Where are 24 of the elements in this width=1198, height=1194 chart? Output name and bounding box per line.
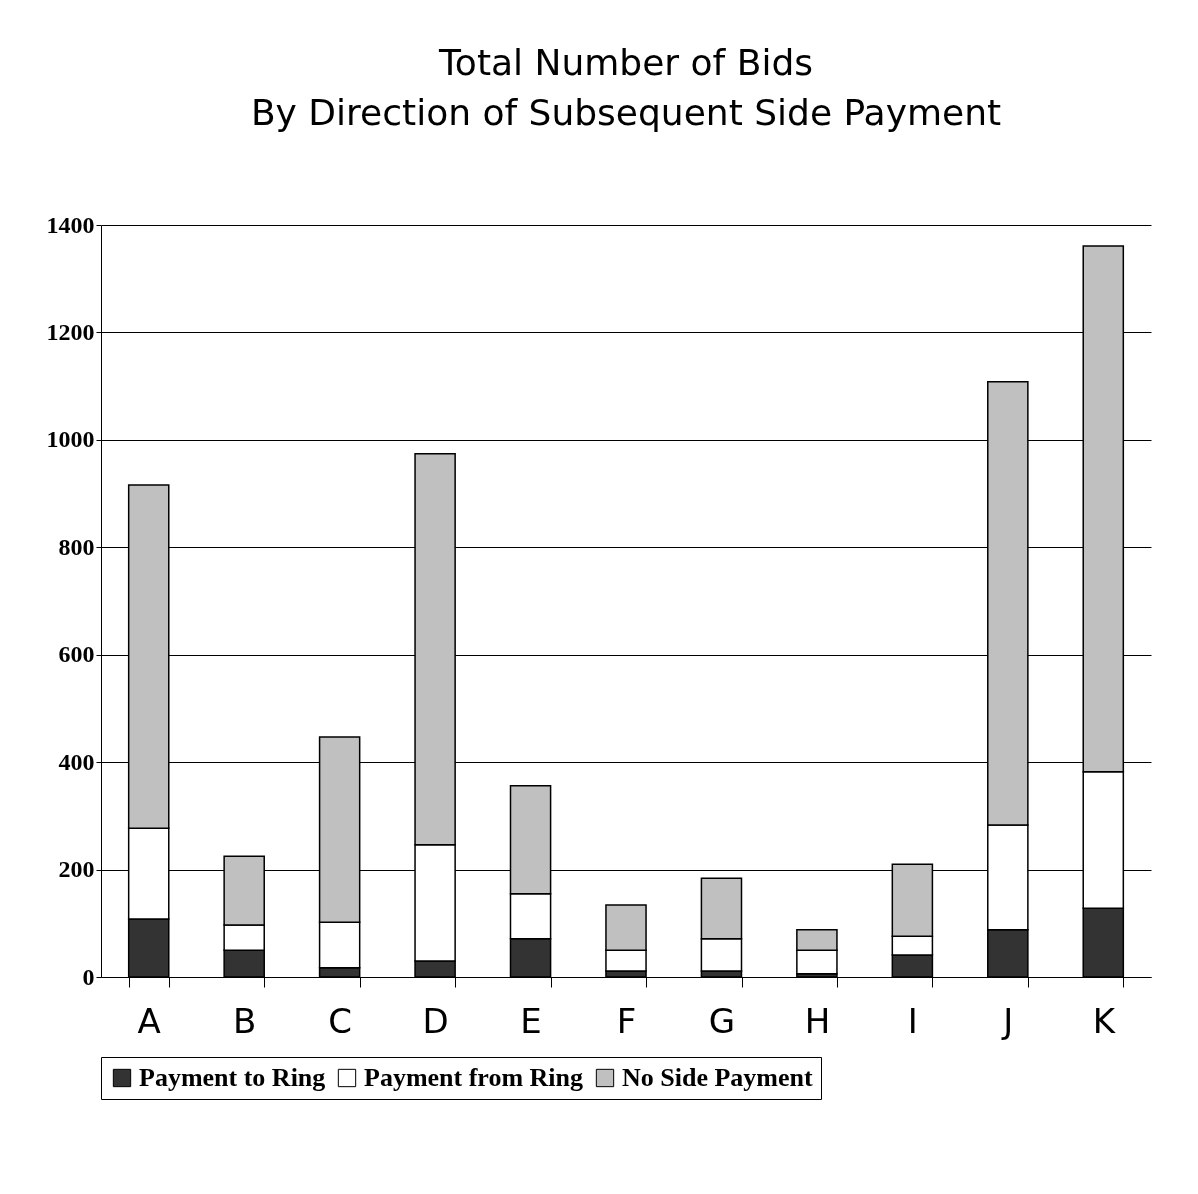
- x-tick-label: H: [804, 1000, 831, 1041]
- x-tick-label: K: [1092, 1000, 1117, 1041]
- chart-title: Total Number of Bids: [437, 42, 814, 83]
- legend-label: Payment from Ring: [364, 1063, 584, 1092]
- y-tick-label: 200: [58, 856, 95, 883]
- y-tick-label: 800: [58, 533, 95, 560]
- y-tick-label: 1200: [46, 318, 95, 345]
- x-tick-label: G: [708, 1000, 736, 1041]
- x-tick-label: C: [328, 1000, 353, 1041]
- x-tick-label: F: [616, 1000, 637, 1041]
- y-tick-label: 400: [58, 748, 95, 775]
- chart-subtitle: By Direction of Subsequent Side Payment: [250, 92, 1002, 133]
- x-tick-label: A: [137, 1000, 161, 1041]
- x-tick-label: J: [1001, 1000, 1014, 1041]
- y-tick-label: 1000: [46, 426, 95, 453]
- x-tick-label: D: [422, 1000, 449, 1041]
- y-tick-label: 600: [58, 641, 95, 668]
- x-tick-label: B: [233, 1000, 257, 1041]
- x-tick-label: E: [520, 1000, 542, 1041]
- legend-label: No Side Payment: [622, 1063, 813, 1092]
- x-tick-label: I: [907, 1000, 918, 1041]
- legend-label: Payment to Ring: [139, 1063, 326, 1092]
- y-tick-label: 0: [82, 963, 95, 990]
- y-tick-label: 1400: [46, 211, 95, 238]
